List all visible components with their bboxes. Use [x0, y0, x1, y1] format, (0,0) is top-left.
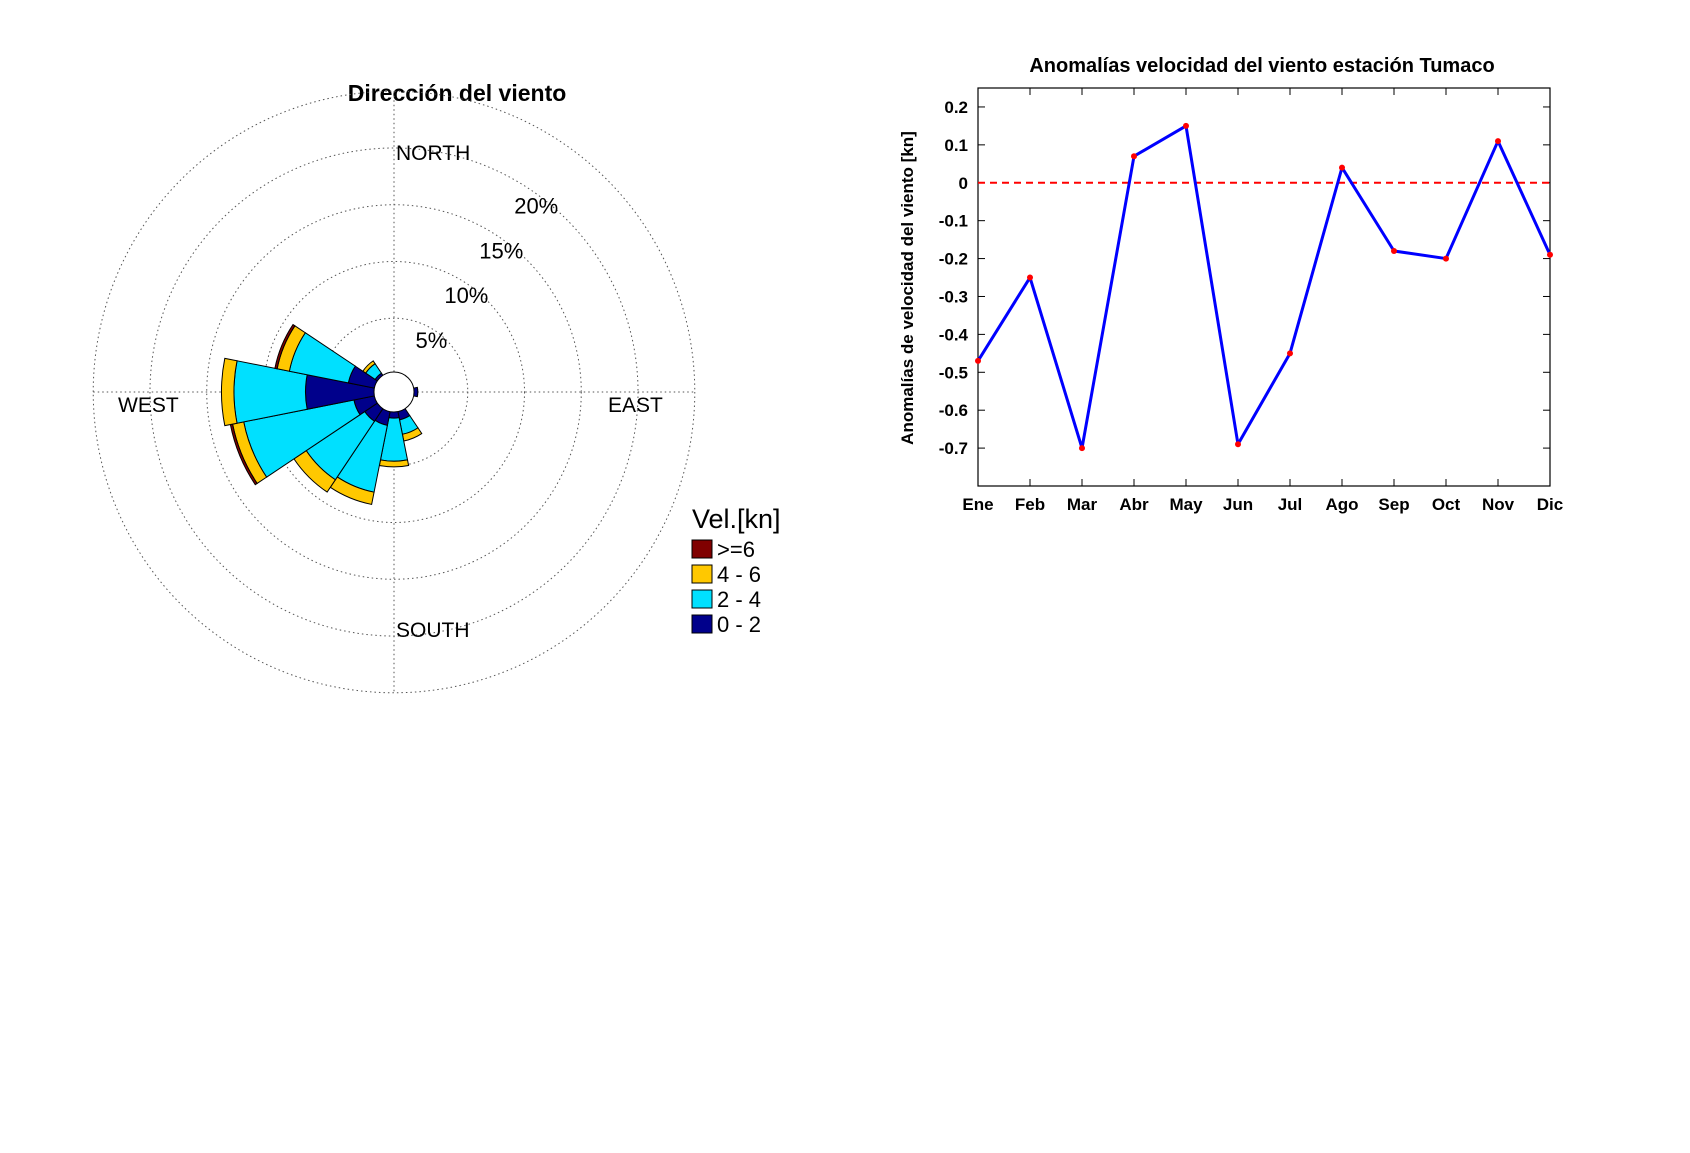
sector-segment	[378, 459, 410, 468]
y-tick-label: -0.5	[939, 363, 968, 382]
x-tick-label: May	[1169, 495, 1203, 514]
anomaly-line-chart: Anomalías velocidad del viento estación …	[898, 55, 1563, 514]
legend-label: 4 - 6	[717, 562, 761, 587]
ring-label: 15%	[479, 238, 523, 263]
x-tick-label: Sep	[1378, 495, 1409, 514]
legend-swatch	[691, 614, 713, 634]
data-point	[1339, 164, 1345, 171]
y-tick-label: -0.4	[939, 325, 969, 344]
sector-segment	[221, 357, 238, 427]
x-tick-label: Jun	[1223, 495, 1253, 514]
wind-rose-chart: Dirección del viento NORTH SOUTH EAST WE…	[92, 80, 781, 694]
data-point	[1547, 251, 1553, 258]
series-line	[976, 124, 1552, 450]
wind-rose-legend: Vel.[kn] >=64 - 62 - 40 - 2	[691, 504, 781, 637]
legend-label: 2 - 4	[717, 587, 761, 612]
data-point	[1495, 138, 1501, 145]
data-point	[1027, 274, 1033, 281]
y-tick-label: 0.1	[944, 136, 968, 155]
data-point	[1287, 350, 1293, 357]
direction-label-north: NORTH	[396, 142, 470, 165]
direction-label-west: WEST	[118, 394, 179, 417]
x-tick-label: Feb	[1015, 495, 1045, 514]
legend-label: >=6	[717, 537, 755, 562]
ring-label: 5%	[416, 328, 448, 353]
ring-25	[92, 90, 696, 694]
y-tick-label: 0	[959, 174, 968, 193]
y-tick-label: -0.7	[939, 439, 968, 458]
ring-labels: 5% 10% 15% 20%	[416, 194, 559, 353]
x-tick-label: Oct	[1432, 495, 1461, 514]
x-tick-label: Abr	[1119, 495, 1149, 514]
sector-segment	[362, 360, 376, 374]
x-tick-labels: Ene Feb Mar Abr May Jun Jul Ago Sep Oct Nov Dic	[962, 495, 1563, 514]
data-point	[975, 357, 981, 364]
legend-swatch	[691, 564, 713, 584]
axis-ticks	[977, 88, 1551, 486]
ring-label: 10%	[444, 283, 488, 308]
legend-title: Vel.[kn]	[692, 504, 781, 534]
direction-label-south: SOUTH	[396, 619, 470, 642]
data-point	[1131, 153, 1137, 160]
data-point	[1391, 247, 1397, 254]
y-tick-label: -0.2	[939, 250, 968, 269]
x-tick-label: Mar	[1067, 495, 1098, 514]
x-tick-label: Ene	[962, 495, 993, 514]
sector-segment	[274, 323, 296, 370]
direction-label-east: EAST	[608, 394, 663, 417]
data-point	[1235, 441, 1241, 448]
wind-rose-sectors	[221, 323, 423, 506]
y-tick-label: 0.2	[944, 98, 968, 117]
legend-swatch	[691, 589, 713, 609]
plot-area	[977, 87, 1551, 487]
y-tick-labels: 0.2 0.1 0 -0.1 -0.2 -0.3 -0.4 -0.5 -0.6 -0.7	[939, 98, 969, 458]
data-point	[1183, 122, 1189, 129]
x-tick-label: Nov	[1482, 495, 1515, 514]
wind-rose-title: Dirección del viento	[348, 80, 567, 106]
y-axis-label: Anomalías de velocidad del viento [kn]	[898, 131, 917, 445]
data-point	[1443, 255, 1449, 262]
legend-items: >=64 - 62 - 40 - 2	[691, 537, 761, 637]
wind-rose-center	[373, 371, 415, 413]
x-tick-label: Ago	[1325, 495, 1358, 514]
legend-swatch	[691, 539, 713, 559]
ring-label: 20%	[514, 194, 558, 219]
series-points	[975, 122, 1553, 452]
y-tick-label: -0.1	[939, 212, 968, 231]
x-tick-label: Dic	[1537, 495, 1563, 514]
x-tick-label: Jul	[1278, 495, 1303, 514]
data-point	[1079, 445, 1085, 452]
line-chart-title: Anomalías velocidad del viento estación …	[1029, 55, 1494, 77]
legend-label: 0 - 2	[717, 612, 761, 637]
y-tick-label: -0.6	[939, 401, 968, 420]
y-tick-label: -0.3	[939, 287, 968, 306]
